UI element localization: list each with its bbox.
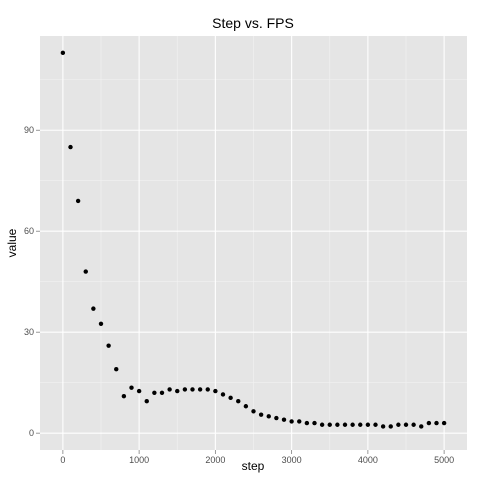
minor-gridlines xyxy=(40,36,467,450)
data-point xyxy=(129,385,134,390)
y-tick-label: 90 xyxy=(24,125,34,135)
y-axis-label: value xyxy=(5,228,19,257)
major-gridlines xyxy=(40,36,467,450)
data-point xyxy=(175,388,180,394)
data-point xyxy=(197,387,203,392)
data-point xyxy=(335,422,340,427)
data-point xyxy=(60,50,66,56)
data-point xyxy=(228,395,233,401)
y-tick-label: 60 xyxy=(24,226,34,236)
x-tick-label: 1000 xyxy=(129,455,149,465)
data-point xyxy=(106,343,111,348)
data-point xyxy=(327,422,332,427)
data-point xyxy=(312,420,317,426)
data-point xyxy=(342,422,348,427)
data-point xyxy=(266,414,271,419)
data-point xyxy=(426,420,432,426)
data-point xyxy=(358,422,363,427)
data-point xyxy=(403,422,409,427)
data-point xyxy=(434,420,439,426)
x-tick-label: 0 xyxy=(60,455,65,465)
data-point xyxy=(419,424,424,429)
data-point xyxy=(243,404,249,409)
data-point xyxy=(297,419,302,424)
y-tick-label: 30 xyxy=(24,327,34,337)
data-point xyxy=(388,424,393,429)
data-point xyxy=(91,306,96,311)
data-point xyxy=(159,390,165,395)
data-point xyxy=(251,409,256,414)
data-point xyxy=(258,412,264,417)
y-axis-ticks: 0 30 60 90 xyxy=(24,125,40,438)
x-axis-ticks: 0 1000 2000 3000 4000 5000 xyxy=(60,450,454,465)
data-point xyxy=(136,388,142,394)
data-point xyxy=(190,387,195,392)
data-point xyxy=(236,398,241,404)
data-point xyxy=(411,422,416,427)
data-point xyxy=(220,392,226,397)
data-point xyxy=(144,398,149,404)
chart-title: Step vs. FPS xyxy=(212,15,294,31)
data-point xyxy=(182,387,188,392)
data-point xyxy=(114,367,119,372)
data-point xyxy=(205,387,210,392)
data-point xyxy=(152,390,157,395)
data-point xyxy=(380,424,386,429)
data-point xyxy=(98,321,104,326)
data-point xyxy=(441,420,447,426)
x-tick-label: 3000 xyxy=(282,455,302,465)
data-point xyxy=(373,422,378,427)
data-point xyxy=(289,419,294,424)
data-points xyxy=(60,50,447,429)
data-point xyxy=(83,269,88,274)
y-tick-label: 0 xyxy=(29,428,34,438)
data-point xyxy=(365,422,371,427)
data-point xyxy=(213,388,218,394)
data-point xyxy=(75,198,81,204)
data-point xyxy=(167,387,172,392)
x-tick-label: 2000 xyxy=(205,455,225,465)
data-point xyxy=(350,422,355,427)
x-tick-label: 4000 xyxy=(358,455,378,465)
data-point xyxy=(68,144,73,150)
data-point xyxy=(319,422,325,427)
data-point xyxy=(281,417,287,422)
data-point xyxy=(274,415,279,421)
data-point xyxy=(121,393,127,399)
x-tick-label: 5000 xyxy=(434,455,454,465)
data-point xyxy=(396,422,401,427)
x-axis-label: step xyxy=(242,459,265,473)
data-point xyxy=(304,420,310,426)
